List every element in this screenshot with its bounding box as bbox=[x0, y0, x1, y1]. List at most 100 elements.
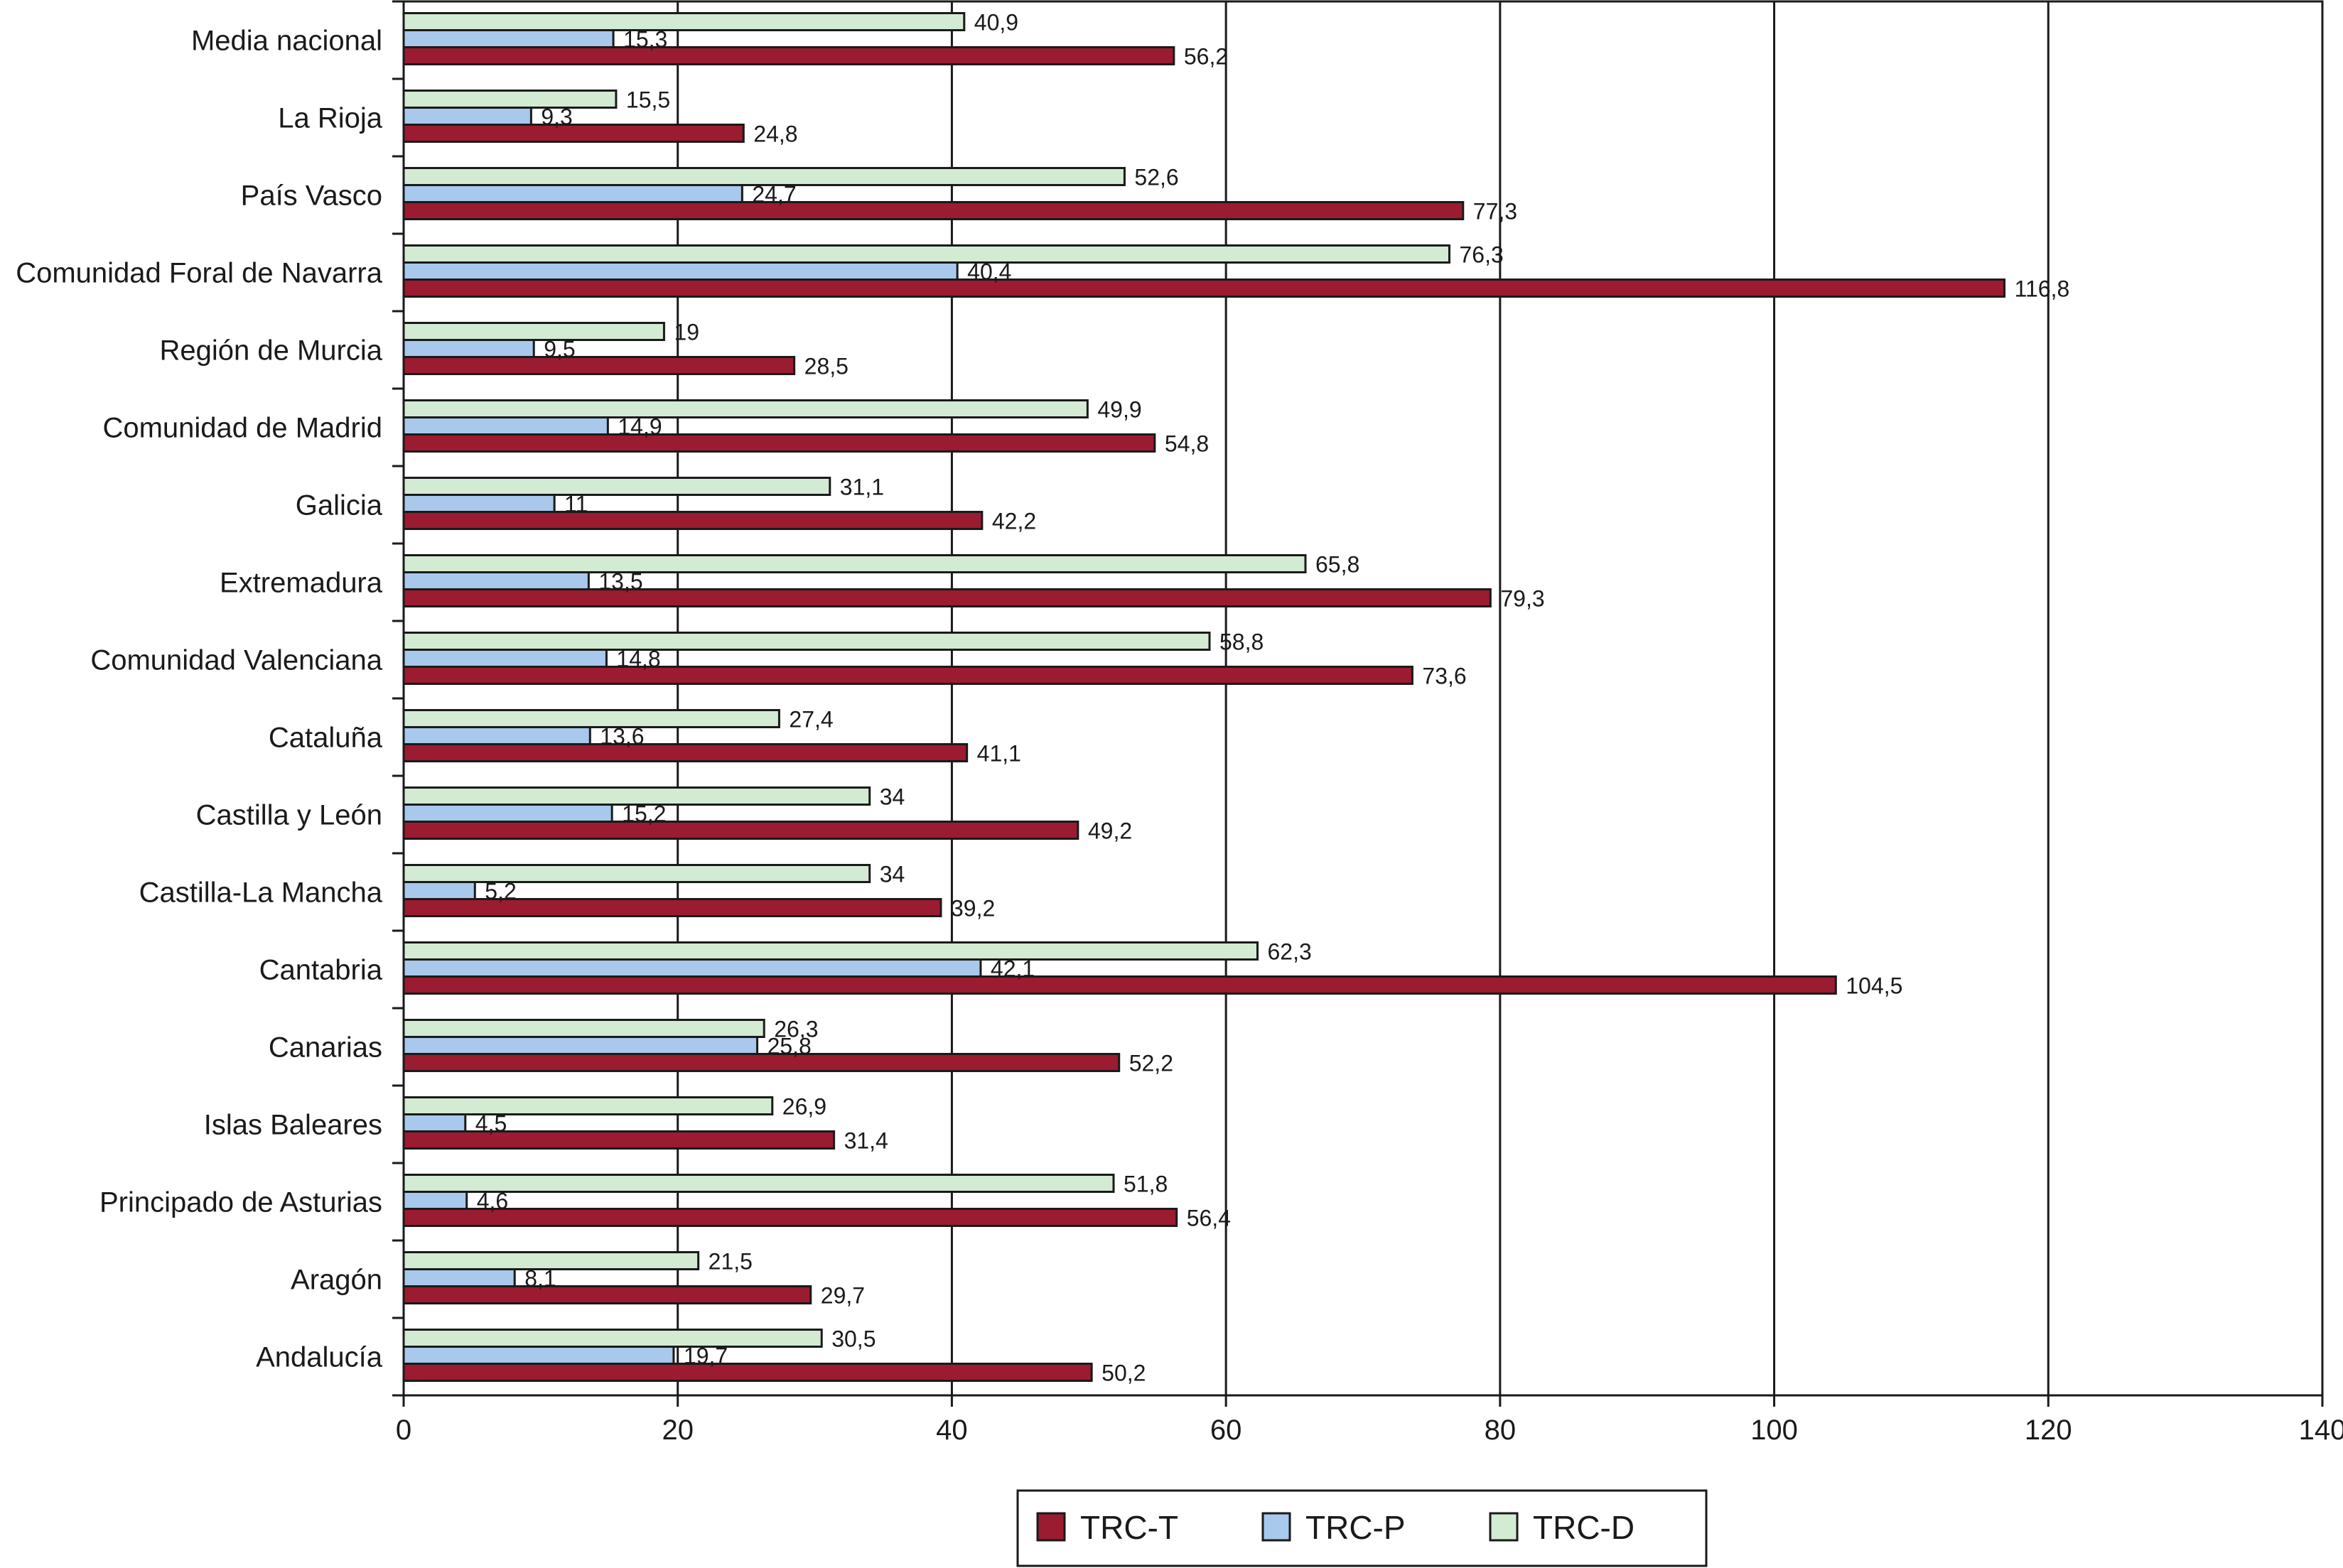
x-tick-label: 20 bbox=[662, 1415, 694, 1446]
bar-trc-d bbox=[402, 941, 1259, 961]
x-tick-label: 60 bbox=[1210, 1415, 1242, 1446]
bar-trc-p bbox=[402, 416, 609, 436]
category-label: Región de Murcia bbox=[160, 335, 383, 367]
bar-trc-t bbox=[402, 46, 1175, 65]
bar-trc-p bbox=[402, 184, 743, 203]
data-label: 49,2 bbox=[1088, 818, 1132, 844]
data-label: 42,1 bbox=[991, 956, 1035, 982]
bar-trc-d bbox=[402, 399, 1089, 418]
data-label: 26,3 bbox=[774, 1017, 818, 1042]
data-label: 21,5 bbox=[709, 1249, 753, 1275]
bar-trc-p bbox=[402, 571, 590, 590]
x-tick-label: 140 bbox=[2299, 1415, 2343, 1446]
bar-trc-d bbox=[402, 864, 871, 883]
data-label: 13,5 bbox=[598, 569, 642, 595]
data-label: 54,8 bbox=[1165, 431, 1209, 457]
legend: TRC-T TRC-P TRC-D bbox=[1016, 1489, 1708, 1567]
bar-trc-t bbox=[402, 279, 2006, 298]
bar-trc-d bbox=[402, 1019, 765, 1038]
data-label: 79,3 bbox=[1500, 586, 1544, 612]
bar-trc-p bbox=[402, 261, 959, 281]
data-label: 56,4 bbox=[1187, 1206, 1231, 1231]
bar-trc-t bbox=[402, 588, 1492, 607]
category-label: Comunidad Valenciana bbox=[90, 645, 382, 676]
bar-trc-d bbox=[402, 1174, 1115, 1193]
category-label: Comunidad de Madrid bbox=[102, 413, 382, 444]
category-label: Castilla-La Mancha bbox=[139, 877, 383, 909]
bar-trc-d bbox=[402, 90, 618, 109]
data-label: 5,2 bbox=[485, 879, 516, 904]
category-label: Media nacional bbox=[191, 26, 382, 57]
category-label: Cataluña bbox=[269, 723, 383, 754]
labels: Media nacional 40,9 15,3 56,2 La Rioja 15,5 9,… bbox=[16, 10, 2069, 1386]
data-label: 28,5 bbox=[804, 354, 849, 379]
bar-trc-d bbox=[402, 12, 966, 31]
data-label: 49,9 bbox=[1097, 397, 1141, 423]
category-label: Principado de Asturias bbox=[99, 1187, 382, 1218]
axes: 0 20 40 60 80 100 120 140 bbox=[392, 0, 2343, 1446]
category-label: Galicia bbox=[296, 490, 383, 521]
bar-trc-d bbox=[402, 477, 831, 496]
data-label: 15,2 bbox=[622, 801, 666, 827]
data-label: 29,7 bbox=[821, 1283, 865, 1309]
bar-trc-p bbox=[402, 881, 476, 900]
bar-trc-p bbox=[402, 1268, 516, 1287]
bar-trc-d bbox=[402, 709, 780, 728]
gridlines bbox=[677, 1, 2050, 1395]
bar-trc-d bbox=[402, 1329, 823, 1348]
category-label: Aragón bbox=[291, 1265, 382, 1296]
bar-trc-t bbox=[402, 743, 969, 762]
data-label: 24,7 bbox=[752, 182, 796, 207]
data-label: 19 bbox=[674, 320, 699, 345]
bar-trc-t bbox=[402, 356, 796, 375]
legend-swatch-trc-d bbox=[1489, 1512, 1519, 1542]
bar-trc-t bbox=[402, 433, 1156, 453]
data-label: 51,8 bbox=[1124, 1172, 1168, 1197]
category-label: Andalucía bbox=[256, 1342, 383, 1373]
x-tick-label: 0 bbox=[396, 1415, 411, 1446]
data-label: 27,4 bbox=[789, 707, 833, 732]
bar-trc-t bbox=[402, 898, 942, 917]
category-label: Islas Baleares bbox=[204, 1110, 382, 1141]
data-label: 40,9 bbox=[974, 10, 1018, 36]
data-label: 15,5 bbox=[626, 87, 670, 113]
bar-trc-d bbox=[402, 322, 665, 341]
data-label: 116,8 bbox=[2015, 276, 2070, 302]
bar-trc-p bbox=[402, 958, 982, 978]
bar-trc-p bbox=[402, 804, 613, 823]
bar-trc-t bbox=[402, 1053, 1121, 1072]
bar-trc-p bbox=[402, 339, 535, 358]
bar-trc-p bbox=[402, 1191, 468, 1210]
category-label: Extremadura bbox=[220, 568, 383, 599]
bar-trc-p bbox=[402, 1036, 759, 1055]
bar-trc-p bbox=[402, 726, 591, 745]
bar-trc-p bbox=[402, 1113, 467, 1132]
data-label: 4,6 bbox=[477, 1189, 508, 1214]
data-label: 73,6 bbox=[1422, 664, 1466, 689]
data-label: 52,6 bbox=[1134, 165, 1178, 190]
data-label: 58,8 bbox=[1219, 629, 1264, 655]
legend-swatch-trc-t bbox=[1036, 1512, 1066, 1542]
bar-trc-d bbox=[402, 1096, 774, 1115]
legend-label-trc-t: TRC-T bbox=[1080, 1509, 1178, 1546]
data-label: 13,6 bbox=[600, 724, 644, 750]
data-label: 9,5 bbox=[544, 337, 575, 362]
data-label: 76,3 bbox=[1460, 242, 1504, 268]
bar-trc-t bbox=[402, 666, 1413, 685]
data-label: 41,1 bbox=[977, 741, 1021, 767]
x-tick-label: 40 bbox=[936, 1415, 968, 1446]
data-label: 30,5 bbox=[831, 1326, 876, 1352]
x-tick-label: 80 bbox=[1485, 1415, 1517, 1446]
legend-label-trc-p: TRC-P bbox=[1305, 1509, 1406, 1546]
data-label: 34 bbox=[880, 862, 905, 887]
data-label: 50,2 bbox=[1102, 1361, 1146, 1386]
bar-trc-t bbox=[402, 975, 1837, 995]
bar-trc-t bbox=[402, 1130, 836, 1150]
bar-trc-t bbox=[402, 1285, 812, 1304]
data-label: 4,5 bbox=[475, 1111, 507, 1137]
data-label: 31,1 bbox=[840, 475, 884, 500]
x-tick-label: 100 bbox=[1750, 1415, 1798, 1446]
bar-trc-t bbox=[402, 1208, 1178, 1227]
category-label: Cantabria bbox=[259, 955, 383, 986]
